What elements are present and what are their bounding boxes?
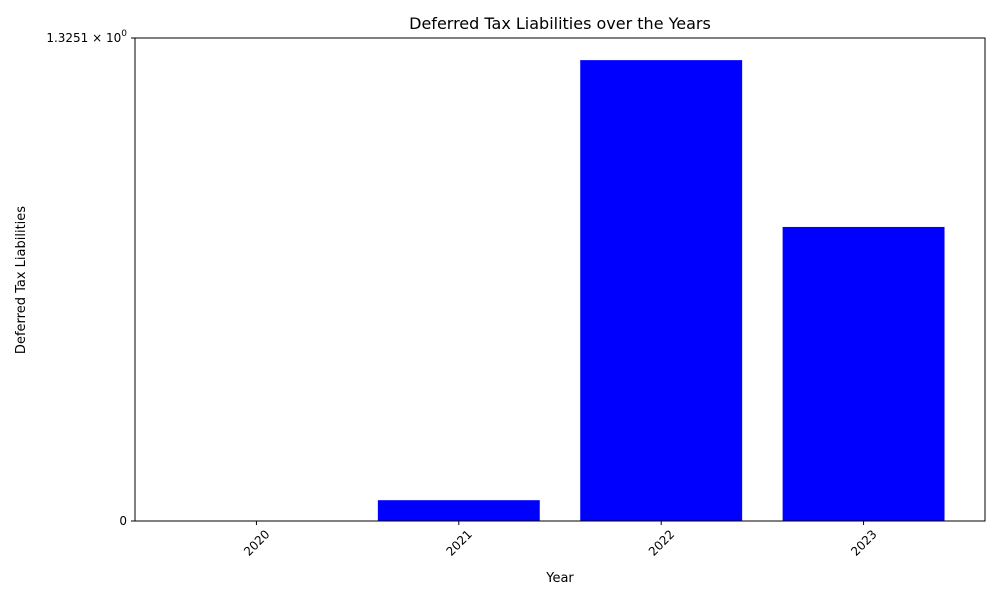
bar-2021 [377, 500, 540, 521]
plot-frame [134, 37, 986, 522]
bar-2023 [782, 226, 945, 521]
bar-2022 [580, 60, 743, 522]
y-axis: 0 1.3251 × 100 [46, 29, 135, 528]
y-tick-label: 0 [119, 514, 127, 528]
y-tick-label: 1.3251 × 100 [46, 29, 127, 45]
chart-title: Deferred Tax Liabilities over the Years [409, 14, 711, 33]
x-axis-label: Year [545, 571, 574, 586]
y-axis-label: Deferred Tax Liabilities [14, 206, 29, 354]
bars-layer [377, 60, 945, 522]
